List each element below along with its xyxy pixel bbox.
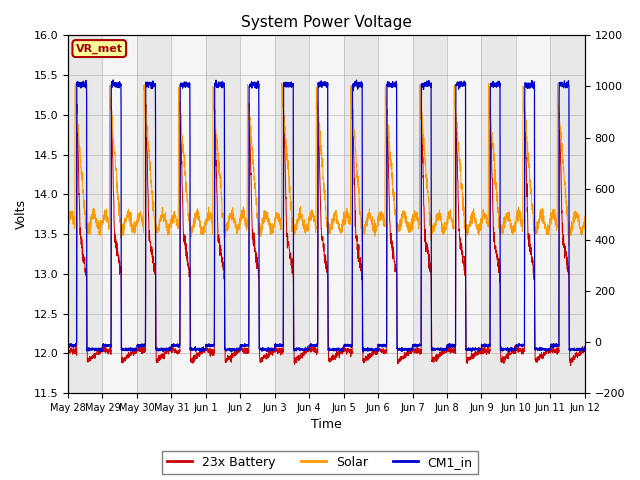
Y-axis label: Volts: Volts [15, 199, 28, 229]
Bar [516, 36, 550, 393]
Bar [275, 36, 309, 393]
Bar [447, 36, 481, 393]
X-axis label: Time: Time [311, 419, 342, 432]
Bar [481, 36, 516, 393]
Bar [550, 36, 585, 393]
Bar [172, 36, 206, 393]
Bar [378, 36, 413, 393]
Bar [68, 36, 102, 393]
Bar [137, 36, 172, 393]
Bar [309, 36, 344, 393]
Bar [413, 36, 447, 393]
Legend: 23x Battery, Solar, CM1_in: 23x Battery, Solar, CM1_in [163, 451, 477, 474]
Text: VR_met: VR_met [76, 43, 123, 54]
Title: System Power Voltage: System Power Voltage [241, 15, 412, 30]
Bar [102, 36, 137, 393]
Bar [206, 36, 240, 393]
Bar [240, 36, 275, 393]
Bar [344, 36, 378, 393]
Bar [585, 36, 620, 393]
